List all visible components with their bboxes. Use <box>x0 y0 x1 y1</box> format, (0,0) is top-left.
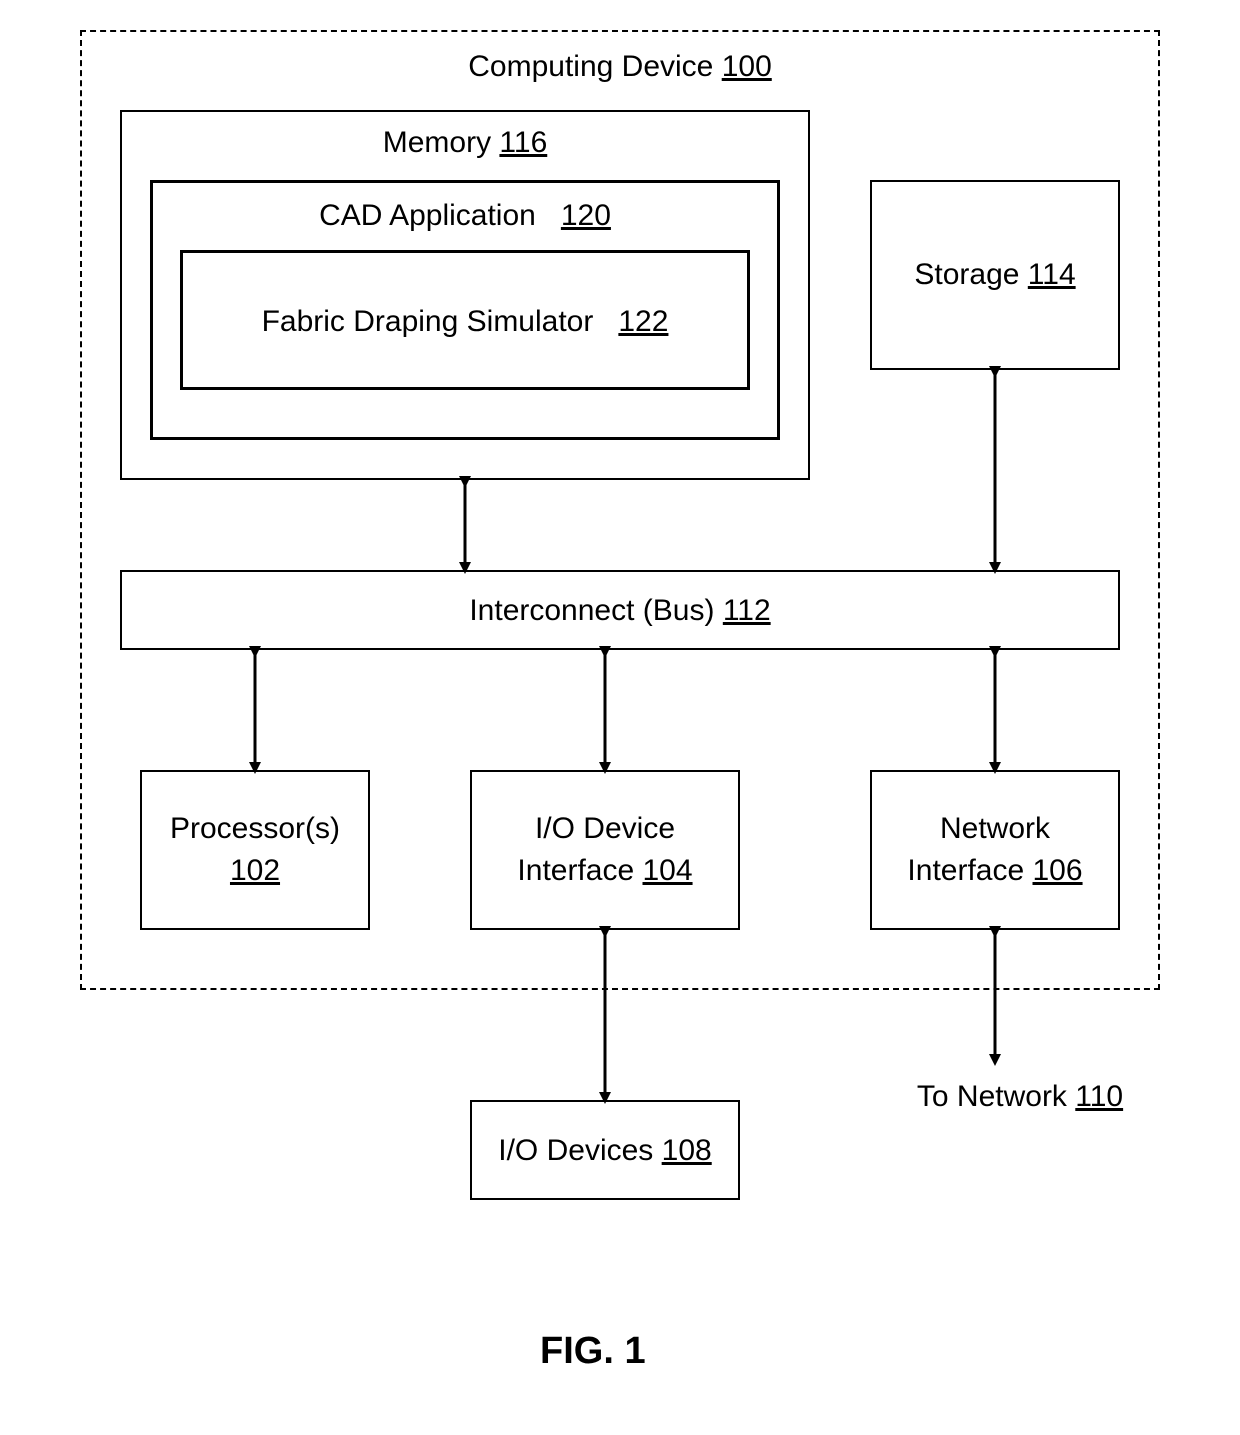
num-io-device-if: 104 <box>643 854 693 887</box>
label-io-device-2: Interface <box>517 854 634 887</box>
label-network-2: Interface <box>907 854 1024 887</box>
label-computing-device: Computing Device <box>468 50 713 83</box>
box-interconnect-bus: Interconnect (Bus) 112 <box>120 570 1120 650</box>
diagram-canvas: Computing Device 100 Memory 116 CAD Appl… <box>0 0 1240 1435</box>
num-bus: 112 <box>723 594 771 627</box>
to-network-text: To Network <box>917 1080 1067 1113</box>
num-fabric: 122 <box>618 305 668 338</box>
label-storage: Storage <box>914 258 1019 291</box>
label-network-1: Network <box>872 808 1118 850</box>
box-network-interface: Network Interface 106 <box>870 770 1120 930</box>
box-fabric-simulator: Fabric Draping Simulator 122 <box>180 250 750 390</box>
box-processors: Processor(s) 102 <box>140 770 370 930</box>
num-network-if: 106 <box>1033 854 1083 887</box>
num-cad: 120 <box>561 199 611 232</box>
num-processors: 102 <box>230 850 280 892</box>
label-io-devices: I/O Devices <box>498 1134 653 1167</box>
num-io-devices: 108 <box>662 1134 712 1167</box>
label-processors: Processor(s) <box>142 808 368 850</box>
label-memory: Memory <box>383 126 491 159</box>
box-storage: Storage 114 <box>870 180 1120 370</box>
num-memory: 116 <box>499 126 547 159</box>
figure-label: FIG. 1 <box>540 1330 646 1373</box>
to-network-num: 110 <box>1075 1080 1123 1113</box>
box-io-device-interface: I/O Device Interface 104 <box>470 770 740 930</box>
label-to-network: To Network 110 <box>870 1080 1170 1114</box>
label-bus: Interconnect (Bus) <box>469 594 714 627</box>
label-io-device-1: I/O Device <box>472 808 738 850</box>
box-io-devices: I/O Devices 108 <box>470 1100 740 1200</box>
label-cad: CAD Application <box>319 199 536 232</box>
num-computing-device: 100 <box>722 50 772 83</box>
label-fabric: Fabric Draping Simulator <box>262 305 594 338</box>
num-storage: 114 <box>1028 258 1076 291</box>
